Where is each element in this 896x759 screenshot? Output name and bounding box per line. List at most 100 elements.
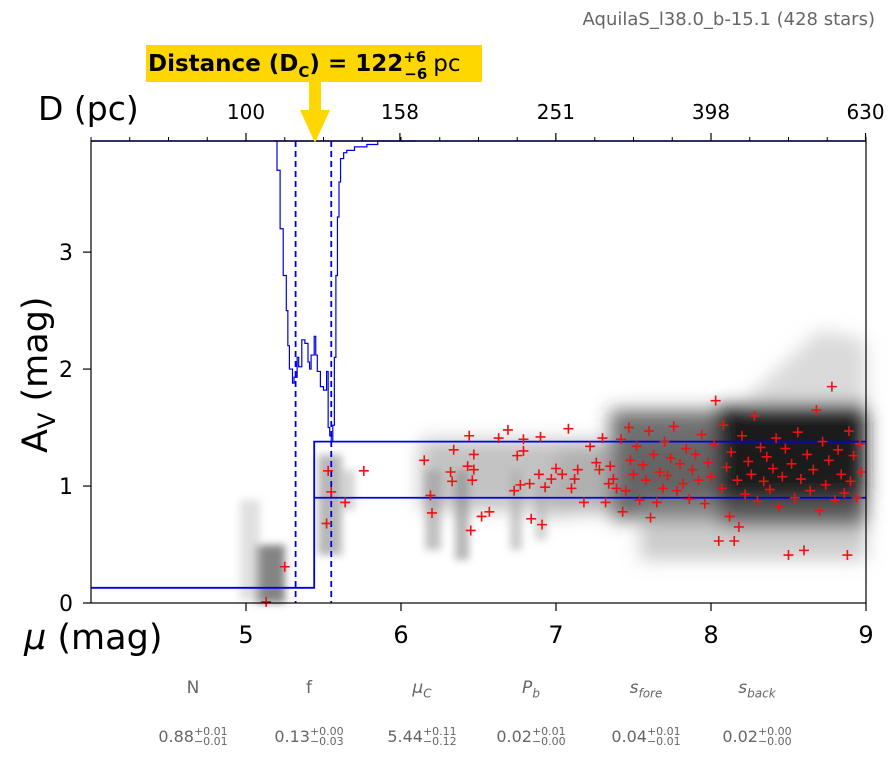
top-tick-label: 251: [537, 100, 575, 124]
star-marker: [537, 519, 548, 530]
star-marker: [566, 483, 577, 494]
star-marker: [425, 490, 436, 501]
top-tick-label: 158: [381, 100, 419, 124]
star-marker: [659, 436, 670, 447]
star-marker: [524, 478, 535, 489]
star-marker: [594, 464, 605, 475]
star-marker: [786, 458, 797, 469]
star-marker: [675, 458, 685, 469]
star-marker: [476, 511, 487, 522]
param-value: 0.88 +0.01 −0.01: [158, 724, 228, 748]
star-marker: [597, 433, 608, 444]
star-marker: [572, 464, 583, 475]
star-marker: [833, 444, 844, 455]
density-heatmap: [240, 330, 866, 603]
star-marker: [625, 455, 636, 466]
star-marker: [783, 550, 794, 561]
star-marker: [808, 464, 819, 475]
star-marker: [854, 438, 865, 449]
star-marker: [768, 463, 778, 474]
distance-label: Distance (DC) = 122+6 −6 pc: [148, 48, 461, 83]
star-marker: [358, 465, 369, 476]
star-marker: [737, 430, 747, 441]
star-marker: [518, 445, 529, 456]
star-marker: [678, 478, 689, 489]
star-marker: [608, 474, 619, 485]
star-marker: [644, 426, 654, 437]
star-marker: [493, 433, 504, 444]
param-label: sback: [738, 678, 776, 701]
star-marker: [448, 444, 459, 455]
star-marker: [623, 422, 634, 433]
arrow-shaft: [309, 82, 321, 112]
star-marker: [848, 450, 859, 461]
star-marker: [533, 469, 544, 480]
param-label: μC: [412, 678, 432, 701]
star-marker: [856, 467, 867, 478]
star-marker: [721, 462, 732, 473]
top-tick-label: 100: [227, 100, 265, 124]
star-marker: [693, 475, 704, 486]
star-marker: [645, 512, 656, 523]
star-marker: [733, 521, 744, 532]
y-tick-label: 3: [59, 241, 73, 266]
param-label: f: [306, 678, 312, 698]
y-axis-label: AV (mag): [16, 296, 61, 453]
star-marker: [557, 469, 568, 480]
star-marker: [671, 485, 682, 496]
star-marker: [651, 497, 662, 508]
star-marker: [726, 447, 737, 458]
star-marker: [427, 507, 437, 518]
star-marker: [631, 441, 642, 452]
star-marker: [732, 475, 743, 486]
star-marker: [569, 474, 580, 485]
star-marker: [603, 478, 614, 489]
x-tick-label: 9: [858, 621, 873, 649]
param-value: 0.02 +0.00 −0.00: [722, 724, 792, 748]
star-marker: [749, 410, 760, 421]
star-marker: [789, 492, 800, 503]
star-marker: [419, 455, 430, 466]
posterior-profile: [275, 140, 417, 443]
param-value: 0.13 +0.00 −0.03: [274, 724, 344, 748]
star-marker: [468, 449, 479, 460]
star-marker: [546, 474, 557, 485]
star-marker: [743, 456, 754, 467]
star-marker: [752, 496, 763, 507]
star-marker: [340, 497, 351, 508]
star-marker: [842, 550, 853, 561]
star-marker: [662, 470, 673, 481]
star-marker: [509, 485, 520, 496]
star-marker: [279, 561, 290, 572]
star-marker: [600, 497, 611, 508]
param-label: N: [186, 678, 200, 698]
star-marker: [640, 475, 651, 486]
star-marker: [690, 449, 701, 460]
star-marker: [718, 420, 729, 431]
star-marker: [830, 495, 840, 506]
star-marker: [512, 450, 523, 461]
star-marker: [771, 433, 782, 444]
star-marker: [467, 475, 478, 486]
star-marker: [699, 498, 710, 509]
star-marker: [696, 429, 707, 440]
star-marker: [617, 506, 628, 517]
top-tick-label: 398: [692, 100, 730, 124]
x-tick-label: 8: [703, 621, 718, 649]
star-marker: [464, 430, 475, 441]
star-markers: [261, 381, 867, 607]
x-axis-label: μ (mag): [23, 618, 162, 658]
star-marker: [780, 443, 791, 454]
star-marker: [445, 467, 456, 478]
distance-box: [146, 45, 482, 82]
star-marker: [326, 486, 337, 497]
star-marker: [526, 513, 537, 524]
star-marker: [462, 461, 473, 472]
y-tick-label: 0: [59, 592, 73, 617]
star-marker: [628, 469, 639, 480]
star-marker: [774, 502, 785, 513]
star-marker: [657, 483, 668, 494]
star-marker: [817, 436, 828, 447]
star-marker: [811, 405, 822, 416]
star-marker: [826, 381, 837, 392]
